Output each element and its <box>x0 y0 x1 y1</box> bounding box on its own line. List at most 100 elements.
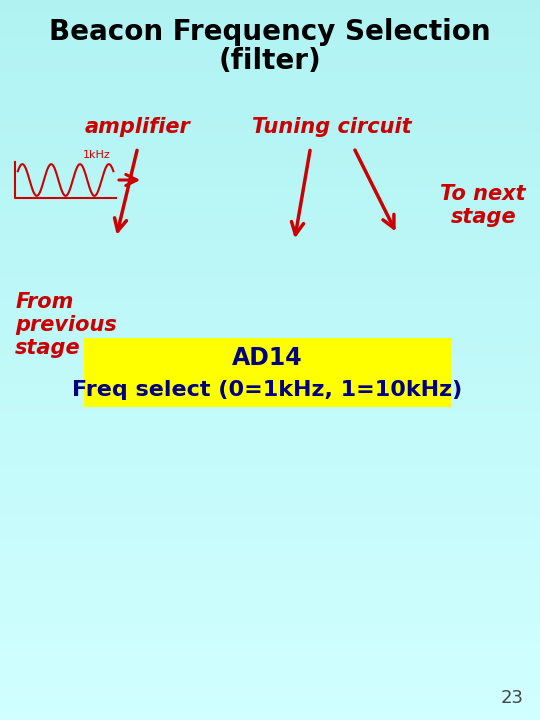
Bar <box>0 115 540 120</box>
Bar <box>0 67 540 72</box>
Bar <box>0 312 540 317</box>
Bar <box>0 19 540 24</box>
Bar <box>0 106 540 110</box>
Bar <box>0 48 540 53</box>
Bar <box>0 34 540 38</box>
Text: amplifier: amplifier <box>85 117 191 137</box>
Bar <box>0 144 540 149</box>
Bar <box>0 610 540 614</box>
Bar <box>0 653 540 657</box>
Bar <box>0 264 540 269</box>
Bar <box>0 336 540 341</box>
Bar <box>0 153 540 158</box>
Bar <box>0 475 540 480</box>
Bar <box>0 283 540 288</box>
Bar <box>0 562 540 567</box>
Bar <box>0 72 540 77</box>
Bar <box>0 394 540 398</box>
Bar <box>0 374 540 379</box>
Bar <box>0 216 540 221</box>
Bar <box>0 346 540 351</box>
Bar <box>0 149 540 153</box>
Bar <box>0 351 540 355</box>
Bar <box>0 302 540 307</box>
Bar <box>0 557 540 562</box>
Bar <box>0 379 540 384</box>
Bar <box>0 53 540 58</box>
Bar <box>0 423 540 427</box>
Bar <box>0 293 540 297</box>
Bar <box>0 427 540 432</box>
Bar <box>0 168 540 173</box>
Bar <box>0 77 540 81</box>
Bar <box>0 547 540 552</box>
Text: Beacon Frequency Selection: Beacon Frequency Selection <box>49 18 491 46</box>
Bar <box>0 480 540 485</box>
Text: 1kHz: 1kHz <box>83 150 111 160</box>
Bar <box>0 639 540 643</box>
Bar <box>0 211 540 216</box>
Bar <box>0 365 540 369</box>
Bar <box>0 341 540 346</box>
Bar <box>0 269 540 274</box>
Bar <box>0 686 540 691</box>
Bar <box>0 682 540 686</box>
Bar <box>0 135 540 139</box>
Bar <box>0 235 540 240</box>
Bar <box>0 369 540 374</box>
Bar <box>0 552 540 557</box>
Bar <box>0 470 540 475</box>
Bar <box>0 418 540 423</box>
Bar <box>0 504 540 509</box>
Bar <box>0 691 540 696</box>
Bar <box>0 403 540 408</box>
Bar <box>0 63 540 67</box>
Text: AD14: AD14 <box>232 346 302 369</box>
Bar <box>0 110 540 115</box>
Bar <box>0 225 540 230</box>
Bar <box>0 634 540 639</box>
Bar <box>0 297 540 302</box>
Bar <box>0 542 540 547</box>
Bar <box>0 701 540 706</box>
Bar <box>0 437 540 441</box>
Bar <box>0 9 540 14</box>
Bar <box>0 648 540 653</box>
Text: To next
stage: To next stage <box>441 184 526 227</box>
Bar <box>0 576 540 581</box>
Bar <box>0 600 540 605</box>
Bar <box>0 91 540 96</box>
Bar <box>0 96 540 101</box>
Bar <box>0 485 540 490</box>
Bar <box>0 499 540 504</box>
Bar <box>0 614 540 619</box>
Bar <box>0 187 540 192</box>
Bar <box>0 657 540 662</box>
Bar <box>0 58 540 63</box>
Bar <box>0 581 540 585</box>
Bar <box>0 245 540 250</box>
Bar <box>0 250 540 254</box>
Bar <box>0 360 540 365</box>
Text: Tuning circuit: Tuning circuit <box>252 117 412 137</box>
Bar <box>0 451 540 456</box>
Bar <box>0 389 540 394</box>
Bar <box>0 509 540 513</box>
Bar <box>0 274 540 279</box>
Bar <box>0 288 540 293</box>
Bar <box>0 331 540 336</box>
Bar <box>0 461 540 466</box>
Text: Freq select (0=1kHz, 1=10kHz): Freq select (0=1kHz, 1=10kHz) <box>72 379 462 400</box>
Bar <box>0 5 540 9</box>
Bar <box>0 120 540 125</box>
Bar <box>0 279 540 283</box>
Bar <box>0 86 540 91</box>
Bar <box>0 446 540 451</box>
Bar <box>0 259 540 264</box>
Bar <box>0 125 540 130</box>
Bar <box>0 711 540 715</box>
Text: From
previous
stage: From previous stage <box>15 292 117 358</box>
Bar <box>0 43 540 48</box>
Bar <box>0 29 540 34</box>
Bar <box>0 14 540 19</box>
